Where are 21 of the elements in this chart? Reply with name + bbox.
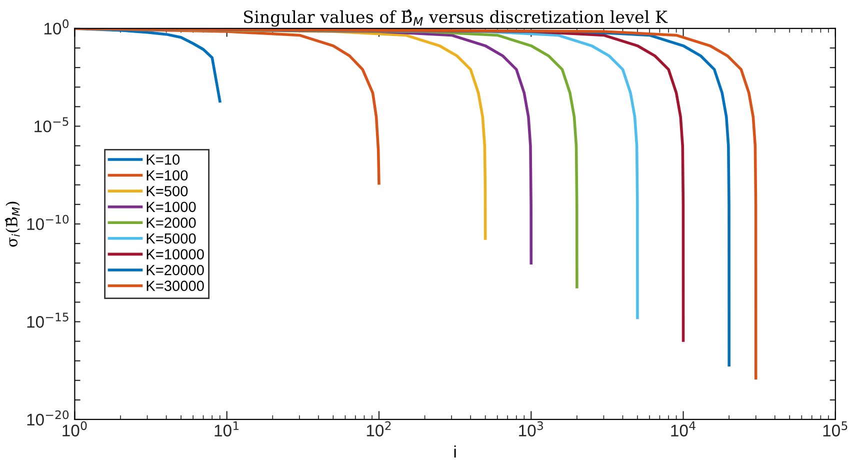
legend-label: K=20000 [146, 264, 204, 276]
chart-title: Singular values of B̂$_{M}$ versus discretization level K [244, 10, 668, 27]
y-axis-title: σ$_{i}$(B̂$_{M}$) [5, 202, 20, 247]
legend-label: K=10 [146, 154, 180, 165]
x-tick-label: 10$^{2}$ [366, 421, 391, 436]
x-tick-label: 10$^{1}$ [214, 421, 239, 436]
x-axis-title: i [454, 445, 456, 458]
y-tick-label: 10$^{0}$ [44, 19, 69, 35]
legend-label: K=5000 [146, 233, 196, 244]
y-tick-label: 10$^{−5}$ [34, 117, 68, 132]
x-tick-label: 10$^{5}$ [823, 421, 848, 436]
legend-label: K=500 [146, 186, 188, 196]
y-tick-label: 10$^{−10}$ [27, 214, 69, 230]
legend-label: K=2000 [146, 218, 196, 228]
legend-label: K=30000 [146, 280, 204, 292]
legend-label: K=100 [146, 170, 188, 181]
y-tick-label: 10$^{−15}$ [27, 312, 68, 328]
x-tick-label: 10$^{3}$ [519, 421, 543, 436]
legend-label: K=10000 [146, 249, 204, 260]
x-tick-label: 10$^{4}$ [671, 421, 696, 436]
legend-label: K=1000 [146, 202, 196, 212]
